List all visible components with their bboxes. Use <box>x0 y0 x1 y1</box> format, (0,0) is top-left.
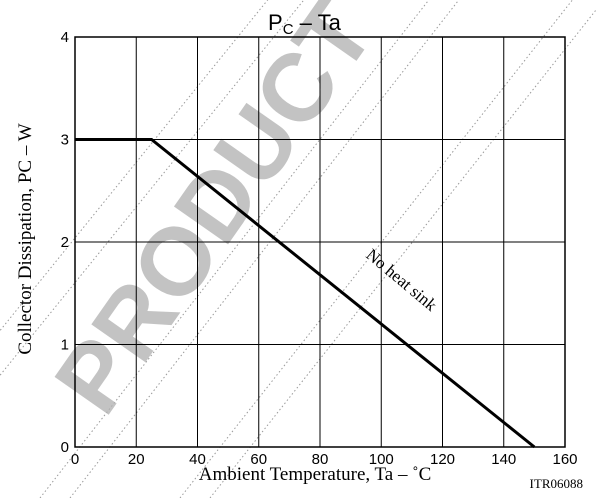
chart-title: PC – Ta <box>268 10 342 38</box>
y-axis-ticks: 0 1 2 3 4 <box>61 29 69 456</box>
y-tick-label: 0 <box>61 439 69 456</box>
chart-title-subscript: C <box>283 21 294 38</box>
x-axis-ticks: 0 20 40 60 80 100 120 140 160 <box>71 451 578 468</box>
series-line-no-heat-sink <box>75 138 536 449</box>
y-tick-label: 1 <box>61 337 69 354</box>
series-layer <box>75 138 536 449</box>
x-tick-label: 60 <box>250 451 267 468</box>
chart-title-main: P <box>268 10 283 35</box>
y-tick-label: 2 <box>61 234 69 251</box>
x-tick-label: 0 <box>71 451 79 468</box>
x-tick-label: 20 <box>128 451 145 468</box>
x-tick-label: 140 <box>491 451 516 468</box>
x-tick-label: 40 <box>189 451 206 468</box>
watermark-text: PRODUCT <box>35 0 395 432</box>
plot-frame <box>74 36 566 448</box>
x-tick-label: 160 <box>552 451 577 468</box>
x-tick-label: 120 <box>430 451 455 468</box>
y-axis-label: Collector Dissipation, PC – W <box>15 123 36 354</box>
y-tick-label: 4 <box>61 29 69 46</box>
y-tick-label: 3 <box>61 132 69 149</box>
x-tick-label: 80 <box>312 451 329 468</box>
chart-title-rest: – Ta <box>294 10 342 35</box>
x-tick-label: 100 <box>369 451 394 468</box>
figure-code: ITR06088 <box>530 476 583 491</box>
x-axis-label: Ambient Temperature, Ta – ˚C <box>199 464 432 485</box>
